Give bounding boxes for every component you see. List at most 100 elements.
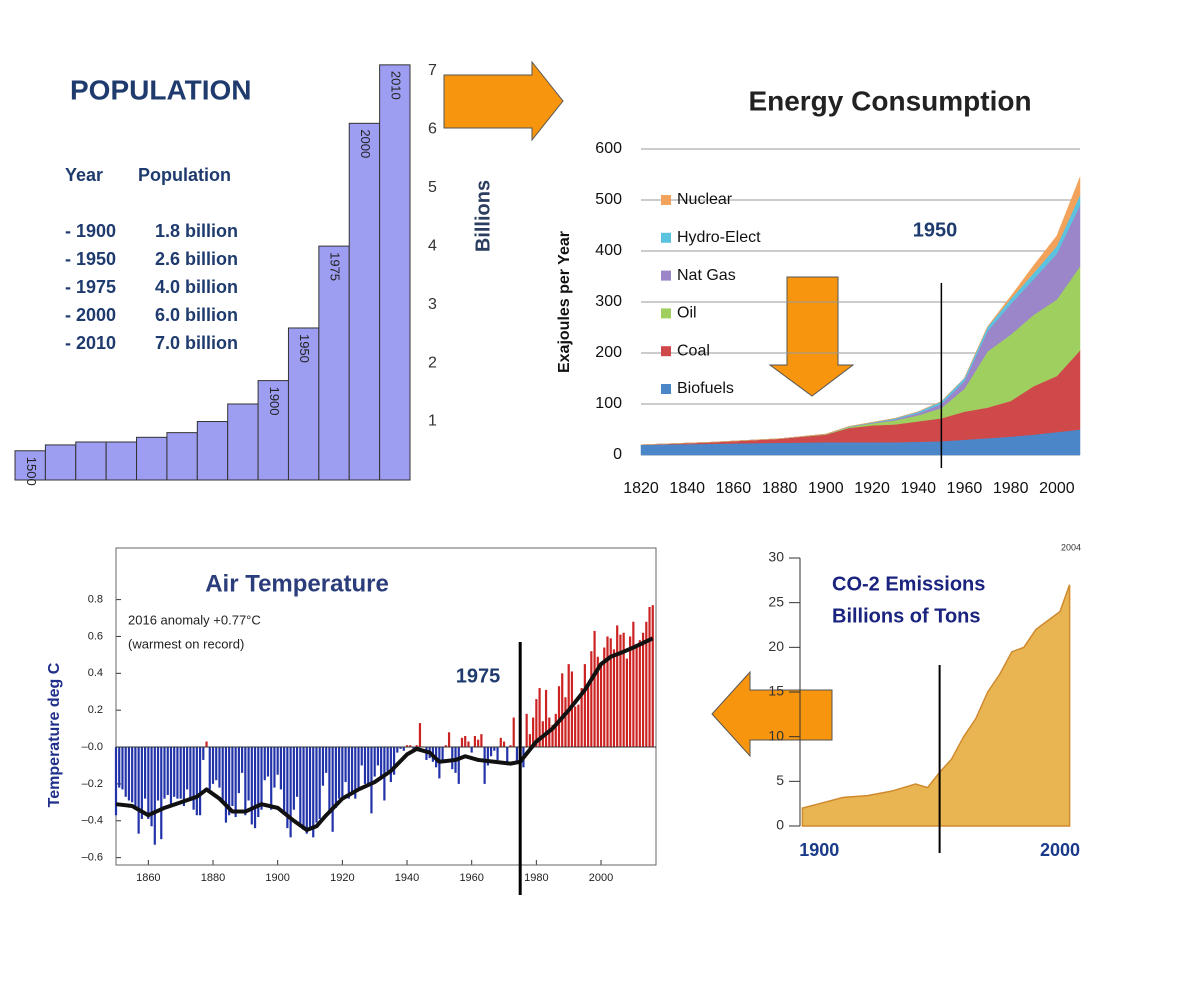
y-tick-label: 5 [776, 772, 784, 788]
bar-label: 2000 [358, 129, 373, 158]
bar [331, 747, 334, 832]
bar [528, 734, 531, 748]
y-tick-label: 0 [613, 446, 622, 463]
bar [270, 747, 273, 810]
bar [44, 444, 77, 481]
bar [379, 64, 411, 481]
bar [150, 747, 153, 827]
bar [632, 621, 635, 748]
bar [325, 747, 328, 773]
bar [557, 686, 561, 748]
bar [131, 747, 134, 803]
marker-label: 1950 [913, 219, 958, 241]
chart-title: CO-2 Emissions [832, 573, 985, 595]
table-header: Population [138, 165, 231, 185]
bar-label: 1950 [297, 334, 312, 363]
bar [486, 747, 489, 766]
bar [315, 747, 318, 823]
end-label: 2004 [1061, 542, 1081, 552]
legend-swatch [661, 195, 671, 205]
bar [334, 747, 337, 808]
bar [312, 747, 315, 838]
bar [105, 441, 138, 481]
y-axis-label: Temperature deg C [46, 662, 63, 807]
bar [376, 747, 380, 766]
y-tick-label: 2 [428, 354, 437, 371]
bar [224, 747, 228, 823]
bar [415, 745, 418, 748]
y-tick-label: 5 [428, 179, 437, 196]
bar [489, 747, 493, 757]
bar [182, 747, 186, 807]
bar [289, 747, 292, 838]
y-tick-label: 20 [768, 638, 784, 654]
bar [512, 717, 515, 748]
arrow-left [711, 670, 833, 758]
bar [625, 658, 628, 748]
bar [215, 747, 218, 781]
bar [118, 747, 121, 788]
bar [554, 713, 557, 748]
y-tick-label: 500 [595, 191, 622, 208]
chart-title: Air Temperature [205, 570, 389, 597]
bar [341, 747, 344, 797]
bar [496, 747, 499, 760]
bar [276, 747, 279, 775]
bar [253, 747, 257, 829]
bar [283, 747, 286, 812]
bar [574, 706, 577, 748]
bar [405, 745, 409, 748]
bar [266, 747, 270, 777]
x-tick-label: 1920 [854, 480, 890, 497]
bar [499, 737, 502, 748]
bar [318, 245, 350, 481]
bar [386, 747, 389, 772]
bar [163, 747, 166, 799]
bar [196, 421, 229, 481]
bar [250, 747, 253, 825]
plot-frame [115, 547, 657, 866]
legend-label: Nuclear [677, 191, 733, 208]
bar [389, 747, 392, 783]
bar [136, 436, 168, 481]
bar [444, 745, 447, 748]
bar-label: 1900 [267, 387, 282, 416]
bar [114, 747, 118, 816]
bar [506, 747, 509, 764]
table-cell: - 1950 [65, 249, 116, 269]
bar [619, 634, 622, 748]
bar [344, 747, 347, 783]
bar-label: 1500 [24, 457, 39, 486]
bar [441, 747, 444, 760]
table-header: Year [65, 165, 103, 185]
bar-label: 1975 [328, 252, 343, 281]
bar [418, 723, 422, 748]
bar [373, 747, 376, 777]
bar [457, 747, 460, 784]
y-tick-label: –0.2 [82, 778, 103, 790]
y-tick-label: 15 [768, 683, 784, 699]
bar [590, 651, 593, 748]
bar [583, 664, 586, 748]
bar [156, 747, 160, 801]
table-cell: - 2000 [65, 305, 116, 325]
trend-line [115, 636, 654, 832]
bar [192, 747, 195, 810]
bar [360, 747, 363, 766]
legend-label: Coal [677, 342, 710, 359]
x-tick-label: 2000 [1040, 840, 1080, 860]
bar [392, 747, 396, 775]
bar [645, 621, 648, 748]
bar [363, 747, 367, 784]
table-cell: - 1975 [65, 277, 116, 297]
x-tick-label: 1860 [136, 872, 160, 884]
bar [612, 649, 616, 748]
bar [606, 636, 609, 748]
bar [596, 656, 599, 748]
y-tick-label: 4 [428, 237, 437, 254]
bar [228, 747, 231, 816]
bar [295, 747, 299, 797]
bar [260, 747, 263, 810]
x-tick-label: 1980 [524, 872, 548, 884]
bar [237, 747, 240, 794]
